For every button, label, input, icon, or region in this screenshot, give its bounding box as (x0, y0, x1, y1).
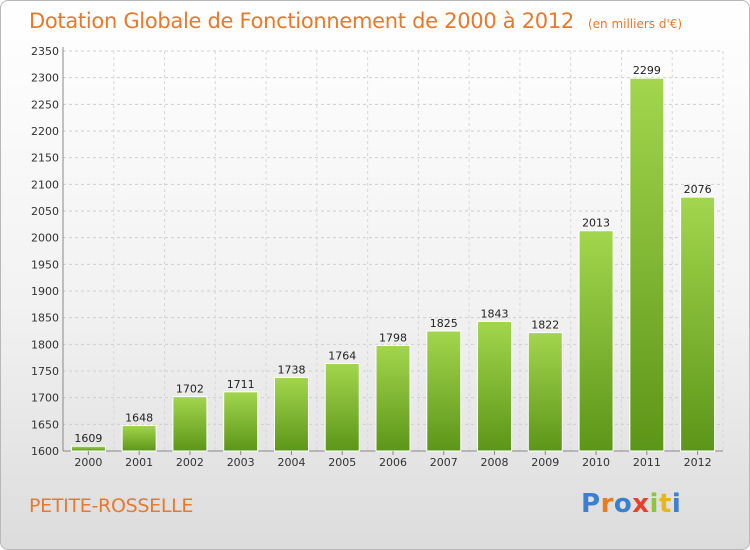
x-tick-label: 2012 (684, 456, 712, 469)
bar (172, 396, 208, 452)
data-label: 1738 (277, 363, 305, 376)
y-tick-label: 1950 (31, 258, 59, 271)
y-tick-label: 1750 (31, 365, 59, 378)
bar (477, 320, 513, 452)
bar (527, 332, 563, 452)
bar (70, 445, 106, 452)
data-label: 1822 (531, 319, 559, 332)
y-tick-label: 1900 (31, 285, 59, 298)
data-label: 1764 (328, 350, 356, 363)
y-tick-label: 1800 (31, 338, 59, 351)
bar (121, 424, 157, 452)
bar (273, 376, 309, 452)
y-tick-labels: 1600 1650 1700 1750 1800 1850 1900 1950 2000 2050… (31, 45, 59, 458)
bar (578, 230, 614, 452)
y-tick-label: 2100 (31, 178, 59, 191)
bar (223, 391, 259, 452)
data-label: 1702 (176, 383, 204, 396)
data-label: 1843 (481, 307, 509, 320)
proxiti-logo: Proxiti (581, 489, 681, 519)
logo-letter: r (600, 489, 614, 519)
bars (70, 77, 716, 452)
data-label: 1798 (379, 331, 407, 344)
bar (680, 196, 716, 452)
data-label: 2013 (582, 217, 610, 230)
logo-letter: P (581, 489, 601, 519)
data-label: 2076 (684, 183, 712, 196)
x-tick-labels: 2000 2001 2002 2003 2004 2005 2006 2007 2008 2009… (74, 451, 712, 469)
logo-letter: o (613, 489, 633, 519)
y-tick-label: 1700 (31, 392, 59, 405)
x-tick-label: 2011 (633, 456, 661, 469)
y-tick-label: 2150 (31, 152, 59, 165)
logo-letter: i (649, 489, 659, 519)
logo-letter: t (658, 489, 672, 519)
x-tick-label: 2007 (430, 456, 458, 469)
bar (426, 330, 462, 452)
data-labels: 1609 1648 1702 1711 1738 1764 1798 1825 1843 1822… (74, 64, 711, 445)
title-row: Dotation Globale de Fonctionnement de 20… (29, 9, 682, 33)
x-tick-label: 2006 (379, 456, 407, 469)
x-tick-label: 2005 (328, 456, 356, 469)
unit-note: (en milliers d'€) (587, 17, 683, 31)
y-tick-label: 1850 (31, 312, 59, 325)
chart-title: Dotation Globale de Fonctionnement de 20… (29, 9, 574, 33)
logo-letter: x (632, 489, 650, 519)
bar (375, 344, 411, 452)
commune-name: PETITE-ROSSELLE (29, 495, 194, 517)
data-label: 2299 (633, 64, 661, 77)
x-tick-label: 2004 (277, 456, 305, 469)
x-tick-label: 2001 (125, 456, 153, 469)
data-label: 1609 (74, 432, 102, 445)
data-label: 1711 (227, 378, 255, 391)
y-tick-label: 2300 (31, 72, 59, 85)
x-tick-label: 2010 (582, 456, 610, 469)
x-tick-label: 2008 (481, 456, 509, 469)
bar (324, 363, 360, 452)
x-tick-label: 2009 (531, 456, 559, 469)
logo-letter: i (671, 489, 682, 519)
data-label: 1825 (430, 317, 458, 330)
y-tick-label: 1600 (31, 445, 59, 458)
x-tick-label: 2002 (176, 456, 204, 469)
bar (629, 77, 665, 452)
y-tick-label: 2350 (31, 45, 59, 58)
y-tick-label: 2000 (31, 232, 59, 245)
x-tick-label: 2000 (74, 456, 102, 469)
x-tick-label: 2003 (227, 456, 255, 469)
data-label: 1648 (125, 411, 153, 424)
y-tick-label: 2250 (31, 98, 59, 111)
y-tick-label: 2200 (31, 125, 59, 138)
y-tick-label: 1650 (31, 418, 59, 431)
y-tick-label: 2050 (31, 205, 59, 218)
